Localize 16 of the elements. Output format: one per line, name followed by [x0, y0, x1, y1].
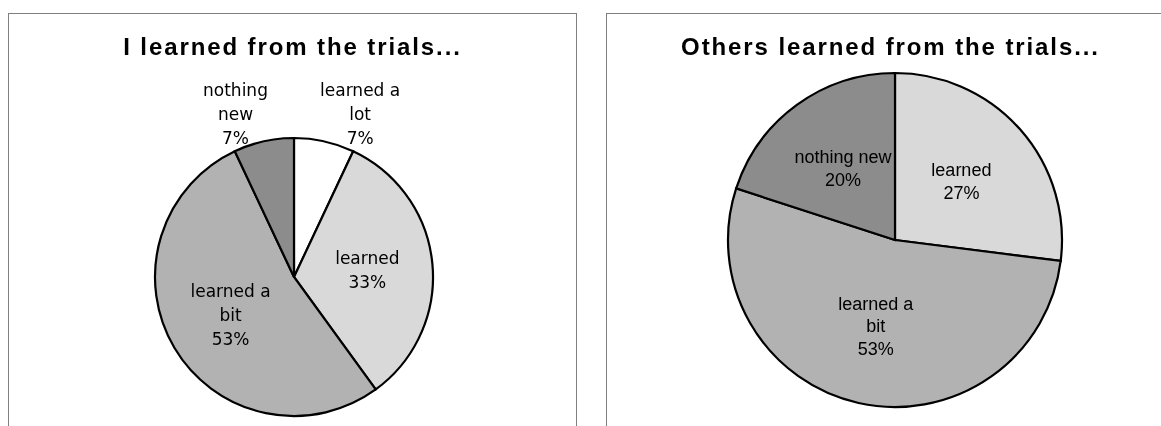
chart-title: Others learned from the trials... — [680, 33, 1101, 60]
slice-label: learned a bit — [190, 280, 271, 325]
data-label: 27% — [943, 182, 980, 203]
slice-label: nothing new — [794, 147, 893, 168]
data-label: 33% — [348, 272, 387, 293]
slice-label: nothing new — [203, 79, 268, 124]
slice-label: learned — [335, 248, 400, 269]
data-label: 20% — [824, 169, 861, 190]
data-label: 7% — [221, 127, 249, 148]
data-label: 7% — [346, 127, 374, 148]
slice-label: learned — [931, 160, 992, 181]
data-label: 53% — [211, 328, 250, 349]
chart-title: I learned from the trials... — [122, 33, 463, 60]
slice-label: learned a bit — [838, 293, 915, 337]
data-label: 53% — [857, 338, 894, 359]
slice-label: learned a lot — [320, 79, 401, 124]
